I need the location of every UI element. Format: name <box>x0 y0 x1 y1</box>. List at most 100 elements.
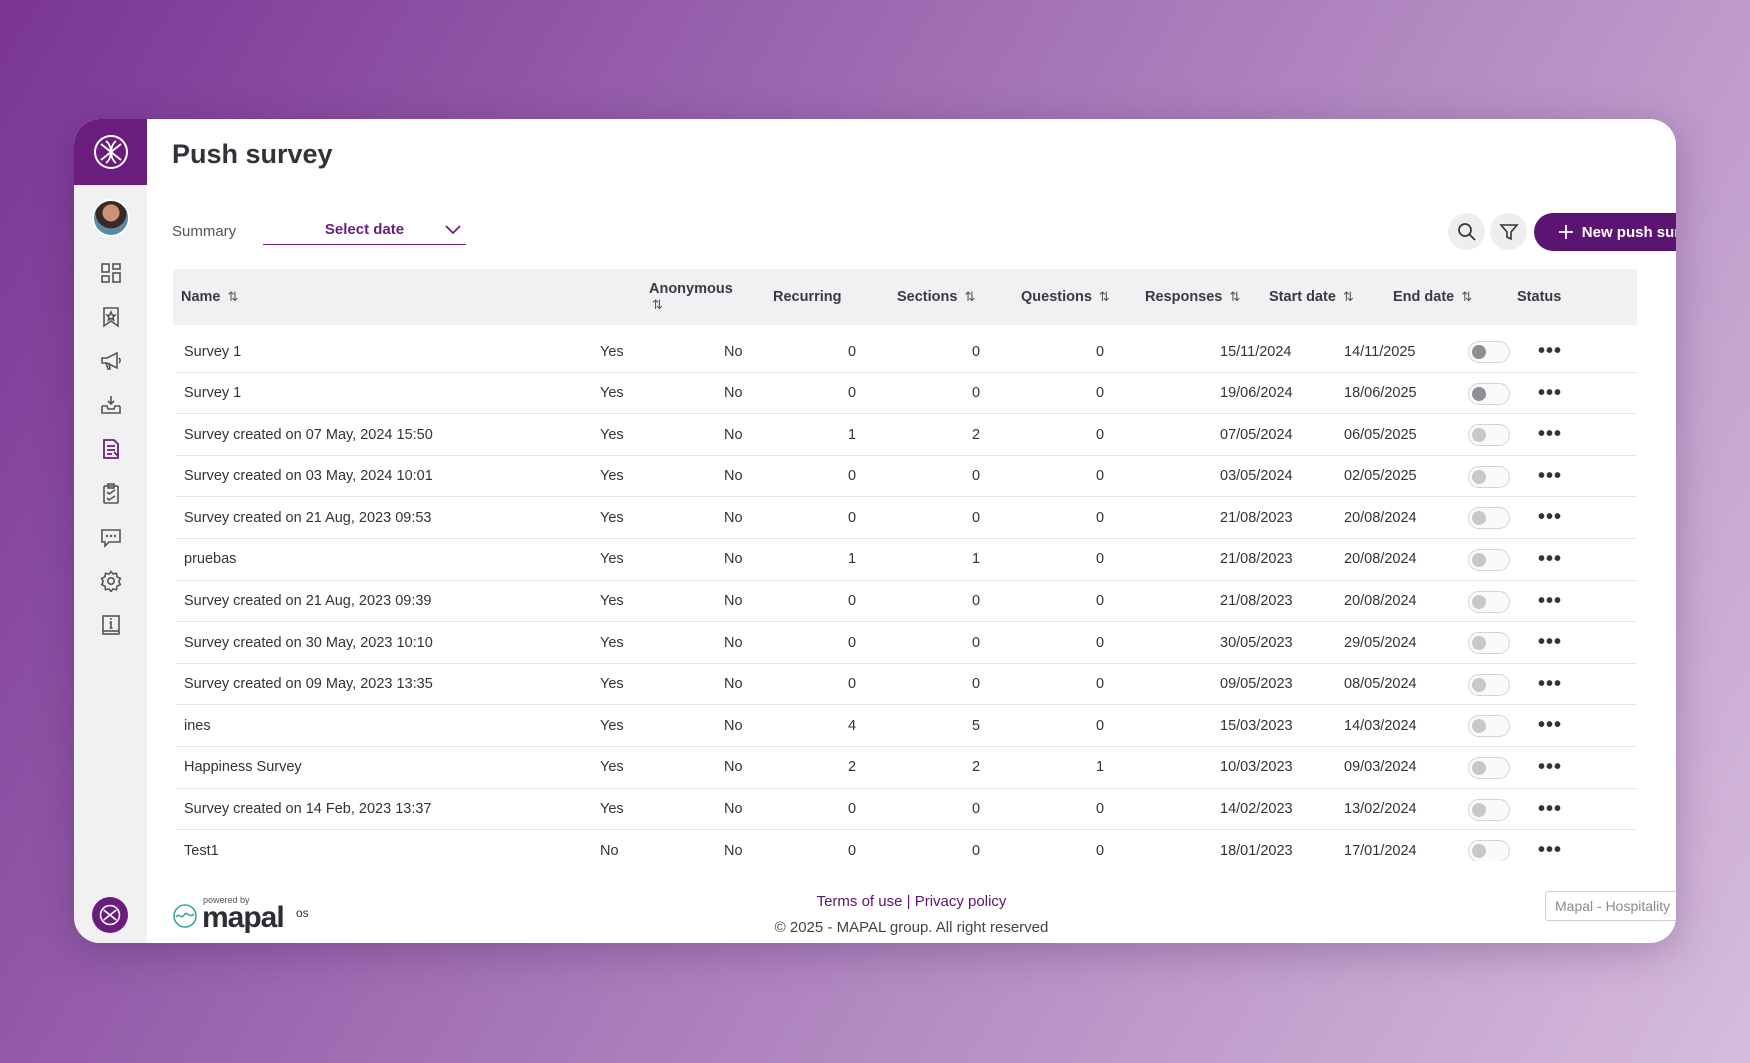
help-logo-button[interactable] <box>92 897 128 933</box>
powered-by-text: powered by <box>203 895 250 905</box>
cell-responses: 1 <box>1096 759 1105 776</box>
app-window: Push survey Summary Select date New push… <box>74 119 1676 943</box>
column-header-questions[interactable]: Questions ⇅ <box>1021 289 1110 305</box>
more-options-icon[interactable]: ••• <box>1537 797 1562 820</box>
table-row[interactable]: Survey 1 Yes No 0 0 0 15/11/2024 14/11/2025 ••• <box>176 331 1637 373</box>
cell-responses: 0 <box>1096 468 1105 485</box>
more-options-icon[interactable]: ••• <box>1537 839 1562 861</box>
sort-icon[interactable]: ⇅ <box>652 297 663 312</box>
new-push-survey-button[interactable]: New push survey <box>1534 213 1676 251</box>
more-options-icon[interactable]: ••• <box>1537 631 1562 654</box>
status-toggle[interactable] <box>1468 840 1510 861</box>
cell-recurring: No <box>724 551 743 568</box>
dashboard-icon[interactable] <box>98 260 124 286</box>
sort-icon[interactable]: ⇅ <box>227 289 239 304</box>
cell-sections: 0 <box>848 509 857 526</box>
table-row[interactable]: pruebas Yes No 1 1 0 21/08/2023 20/08/2024 ••• <box>176 538 1637 581</box>
app-logo[interactable] <box>74 119 147 185</box>
info-book-icon[interactable] <box>98 612 124 638</box>
status-toggle[interactable] <box>1468 424 1510 447</box>
table-row[interactable]: Happiness Survey Yes No 2 2 1 10/03/2023 09/03/… <box>176 746 1637 789</box>
filter-button[interactable] <box>1490 213 1527 250</box>
table-row[interactable]: ines Yes No 4 5 0 15/03/2023 14/03/2024 ••• <box>176 705 1637 747</box>
user-avatar[interactable] <box>92 199 130 237</box>
table-row[interactable]: Survey created on 07 May, 2024 15:50 Yes N… <box>176 414 1637 456</box>
status-toggle[interactable] <box>1468 507 1510 530</box>
table-row[interactable]: Survey created on 21 Aug, 2023 09:39 Yes N… <box>176 580 1637 623</box>
cell-sections: 0 <box>848 343 857 360</box>
cell-anonymous: Yes <box>600 509 624 526</box>
column-header-end-date[interactable]: End date ⇅ <box>1393 289 1473 305</box>
cell-responses: 0 <box>1096 717 1105 734</box>
more-options-icon[interactable]: ••• <box>1537 340 1562 362</box>
search-icon <box>1457 222 1476 241</box>
cell-sections: 0 <box>848 801 857 818</box>
cell-start-date: 14/02/2023 <box>1220 801 1293 818</box>
column-header-responses[interactable]: Responses ⇅ <box>1145 289 1241 305</box>
table-row[interactable]: Survey created on 03 May, 2024 10:01 Yes N… <box>176 455 1637 498</box>
gear-icon[interactable] <box>98 568 124 594</box>
sort-icon[interactable]: ⇅ <box>1229 289 1241 304</box>
status-toggle[interactable] <box>1468 590 1510 613</box>
search-button[interactable] <box>1448 213 1485 250</box>
cell-recurring: No <box>724 717 743 734</box>
more-options-icon[interactable]: ••• <box>1537 381 1562 404</box>
table-row[interactable]: Survey 1 Yes No 0 0 0 19/06/2024 18/06/2025 ••• <box>176 372 1637 415</box>
status-toggle[interactable] <box>1468 798 1510 821</box>
status-toggle[interactable] <box>1468 465 1510 488</box>
bookmark-star-icon[interactable] <box>98 304 124 330</box>
more-options-icon[interactable]: ••• <box>1537 714 1562 737</box>
cell-start-date: 30/05/2023 <box>1220 634 1293 651</box>
cell-end-date: 20/08/2024 <box>1344 551 1417 568</box>
sort-icon[interactable]: ⇅ <box>1098 289 1110 304</box>
survey-list-icon[interactable] <box>98 436 124 462</box>
date-select[interactable]: Select date <box>263 215 466 245</box>
status-toggle[interactable] <box>1468 632 1510 655</box>
sort-icon[interactable]: ⇅ <box>1342 289 1354 304</box>
cell-end-date: 09/03/2024 <box>1344 759 1417 776</box>
more-options-icon[interactable]: ••• <box>1537 506 1562 529</box>
chat-icon[interactable] <box>98 524 124 550</box>
cell-questions: 0 <box>972 385 981 402</box>
column-header-sections[interactable]: Sections ⇅ <box>897 289 976 305</box>
megaphone-icon[interactable] <box>98 348 124 374</box>
table-row[interactable]: Survey created on 14 Feb, 2023 13:37 Yes N… <box>176 788 1637 831</box>
cell-anonymous: Yes <box>600 634 624 651</box>
cell-recurring: No <box>724 426 743 443</box>
table-row[interactable]: Test1 No No 0 0 0 18/01/2023 17/01/2024 ••• <box>176 830 1637 861</box>
more-options-icon[interactable]: ••• <box>1537 464 1562 487</box>
status-toggle[interactable] <box>1468 548 1510 571</box>
copyright-text: © 2025 - MAPAL group. All right reserved <box>774 919 1049 936</box>
terms-link[interactable]: Terms of use <box>816 893 903 910</box>
table-row[interactable]: Survey created on 09 May, 2023 13:35 Yes N… <box>176 663 1637 706</box>
status-toggle[interactable] <box>1468 715 1510 738</box>
status-toggle[interactable] <box>1468 756 1510 779</box>
cell-recurring: No <box>724 634 743 651</box>
column-header-anonymous[interactable]: Anonymous ⇅ <box>649 281 733 312</box>
status-toggle[interactable] <box>1468 341 1510 363</box>
sort-icon[interactable]: ⇅ <box>1461 289 1473 304</box>
cell-name: Survey 1 <box>184 385 242 402</box>
cell-name: Survey created on 30 May, 2023 10:10 <box>184 634 433 651</box>
table-row[interactable]: Survey created on 30 May, 2023 10:10 Yes N… <box>176 622 1637 664</box>
cell-start-date: 07/05/2024 <box>1220 426 1293 443</box>
status-toggle[interactable] <box>1468 673 1510 696</box>
cell-questions: 1 <box>972 551 981 568</box>
more-options-icon[interactable]: ••• <box>1537 547 1562 570</box>
more-options-icon[interactable]: ••• <box>1537 672 1562 695</box>
sort-icon[interactable]: ⇅ <box>964 289 976 304</box>
company-select[interactable]: Mapal - Hospitality <box>1545 891 1676 921</box>
column-header-name[interactable]: Name ⇅ <box>181 289 239 305</box>
cell-end-date: 14/03/2024 <box>1344 717 1417 734</box>
inbox-download-icon[interactable] <box>98 392 124 418</box>
column-header-start-date[interactable]: Start date ⇅ <box>1269 289 1354 305</box>
cell-sections: 0 <box>848 468 857 485</box>
more-options-icon[interactable]: ••• <box>1537 423 1562 446</box>
table-row[interactable]: Survey created on 21 Aug, 2023 09:53 Yes N… <box>176 497 1637 539</box>
clipboard-check-icon[interactable] <box>98 480 124 506</box>
more-options-icon[interactable]: ••• <box>1537 755 1562 778</box>
cell-end-date: 02/05/2025 <box>1344 468 1417 485</box>
status-toggle[interactable] <box>1468 382 1510 405</box>
privacy-link[interactable]: Privacy policy <box>914 893 1007 910</box>
more-options-icon[interactable]: ••• <box>1537 589 1562 612</box>
